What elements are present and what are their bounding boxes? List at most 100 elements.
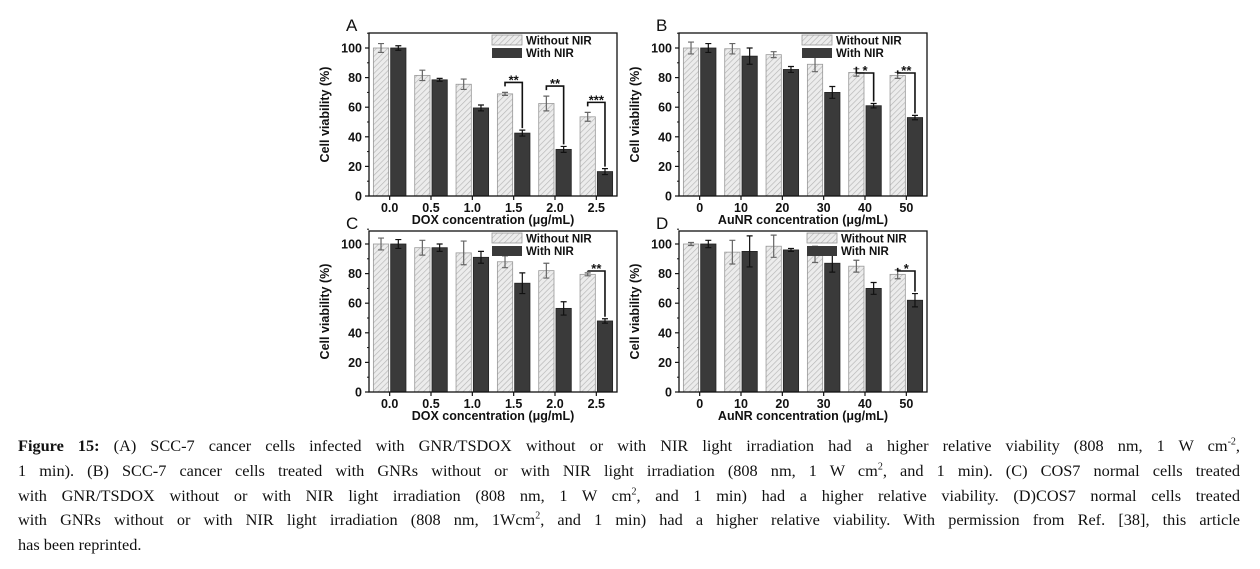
- bar-with-nir: [824, 262, 841, 393]
- bar-with-nir: [555, 148, 572, 197]
- x-tick-label: 40: [858, 397, 872, 411]
- x-tick-label: 0: [696, 397, 703, 411]
- y-tick-label: 0: [355, 386, 362, 400]
- y-tick-label: 100: [341, 42, 362, 56]
- significance-bracket: [545, 85, 565, 145]
- chart-panel-c: C 0.0 0.5 1.0 1.5 2.0 2.5 0 20 40 60 80 100 DOX conce…: [318, 214, 618, 423]
- caption-line-1: Figure 15: (A) SCC-7 cancer cells infect…: [18, 434, 1240, 459]
- bar-without-nir: [765, 245, 782, 393]
- y-axis-title: Cell viability (%): [318, 264, 332, 360]
- error-bar: [770, 234, 777, 258]
- caption-text: ,: [1235, 436, 1240, 455]
- error-bar: [502, 91, 509, 96]
- legend-label-without-nir: Without NIR: [526, 36, 592, 48]
- bar-without-nir: [889, 273, 906, 393]
- legend-swatch-with-nir: [807, 246, 837, 256]
- error-bar: [746, 235, 753, 268]
- bar-without-nir: [682, 243, 700, 393]
- plot-frame: [368, 32, 618, 197]
- chart-panel-b: B 0 10 20 30 40 50 0 20 40 60 80 100 AuNR concentrati…: [628, 16, 928, 227]
- bar-with-nir: [782, 69, 800, 197]
- x-tick-label: 50: [899, 201, 913, 215]
- significance-marker: **: [901, 63, 912, 78]
- y-tick-label: 100: [651, 42, 672, 56]
- y-tick-label: 80: [658, 267, 672, 281]
- x-axis-title: DOX concentration (μg/mL): [412, 409, 575, 423]
- legend-swatch-without-nir: [491, 34, 523, 46]
- y-tick-label: 60: [348, 101, 362, 115]
- chart-panel-d: D 0 10 20 30 40 50 0 20 40 60 80 100 AuNR concentrati…: [628, 214, 928, 423]
- bar-with-nir: [555, 307, 572, 393]
- y-tick-label: 60: [658, 297, 672, 311]
- caption-superscript: 2: [631, 486, 637, 498]
- legend-label-without-nir: Without NIR: [526, 234, 592, 246]
- y-tick-label: 100: [651, 238, 672, 252]
- bar-with-nir: [700, 47, 717, 197]
- error-bar: [419, 69, 426, 82]
- bar-with-nir: [824, 92, 841, 197]
- caption-line-4: with GNRs without or with NIR light irra…: [18, 508, 1240, 533]
- error-bar: [436, 77, 443, 82]
- error-bar: [911, 292, 918, 308]
- significance-bracket: [586, 101, 606, 167]
- x-tick-label: 2.0: [546, 397, 563, 411]
- x-tick-label: 2.5: [588, 201, 605, 215]
- error-bar: [870, 102, 877, 109]
- caption-superscript: -2: [1227, 436, 1236, 448]
- x-tick-label: 20: [775, 397, 789, 411]
- bar-without-nir: [579, 116, 596, 197]
- significance-marker: ***: [589, 92, 605, 107]
- error-bar: [543, 95, 550, 112]
- error-bar: [584, 272, 591, 277]
- bar-with-nir: [390, 243, 407, 393]
- x-tick-label: 0.0: [381, 201, 398, 215]
- error-bar: [601, 318, 608, 324]
- error-bar: [560, 145, 567, 153]
- significance-bracket: [855, 66, 875, 102]
- legend-label-without-nir: Without NIR: [841, 234, 907, 246]
- error-bar: [787, 65, 794, 74]
- y-tick-label: 40: [348, 130, 362, 144]
- bar-with-nir: [700, 243, 717, 393]
- y-tick-label: 40: [348, 326, 362, 340]
- y-tick-label: 0: [355, 190, 362, 204]
- error-bar: [729, 239, 736, 265]
- error-bar: [870, 281, 877, 295]
- error-bar: [829, 85, 836, 99]
- panel-label: A: [346, 16, 358, 35]
- x-axis-title: AuNR concentration (μg/mL): [718, 409, 888, 423]
- bar-with-nir: [782, 249, 800, 393]
- y-tick-label: 20: [348, 356, 362, 370]
- x-tick-label: 0.5: [422, 397, 439, 411]
- x-tick-label: 10: [734, 397, 748, 411]
- significance-marker: *: [862, 63, 868, 78]
- x-tick-label: 0.5: [422, 201, 439, 215]
- bar-without-nir: [889, 74, 906, 197]
- significance-bracket: [586, 270, 606, 317]
- bar-with-nir: [514, 132, 531, 197]
- x-tick-label: 30: [817, 201, 831, 215]
- x-tick-label: 50: [899, 397, 913, 411]
- bar-without-nir: [414, 247, 431, 393]
- caption-text: , and 1 min) had a higher relative viabi…: [540, 510, 1240, 530]
- error-bar: [787, 247, 794, 252]
- bar-without-nir: [848, 265, 865, 393]
- caption-text: , and 1 min) had a higher relative viabi…: [636, 485, 1240, 505]
- legend-swatch-with-nir: [802, 48, 832, 58]
- caption-line-5: has been reprinted.: [18, 535, 142, 555]
- bar-without-nir: [848, 72, 865, 197]
- caption-text: (A) SCC-7 cancer cells infected with GNR…: [99, 436, 1228, 455]
- error-bar: [395, 238, 402, 250]
- significance-bracket: [896, 70, 916, 114]
- error-bar: [378, 237, 385, 251]
- x-tick-label: 2.5: [588, 397, 605, 411]
- bar-without-nir: [806, 63, 824, 197]
- bar-without-nir: [538, 103, 555, 197]
- caption-superscript: 2: [877, 461, 883, 473]
- panel-label: B: [656, 16, 667, 35]
- significance-marker: **: [591, 261, 602, 276]
- error-bar: [419, 239, 426, 256]
- y-tick-label: 80: [348, 71, 362, 85]
- significance-marker: **: [509, 72, 520, 87]
